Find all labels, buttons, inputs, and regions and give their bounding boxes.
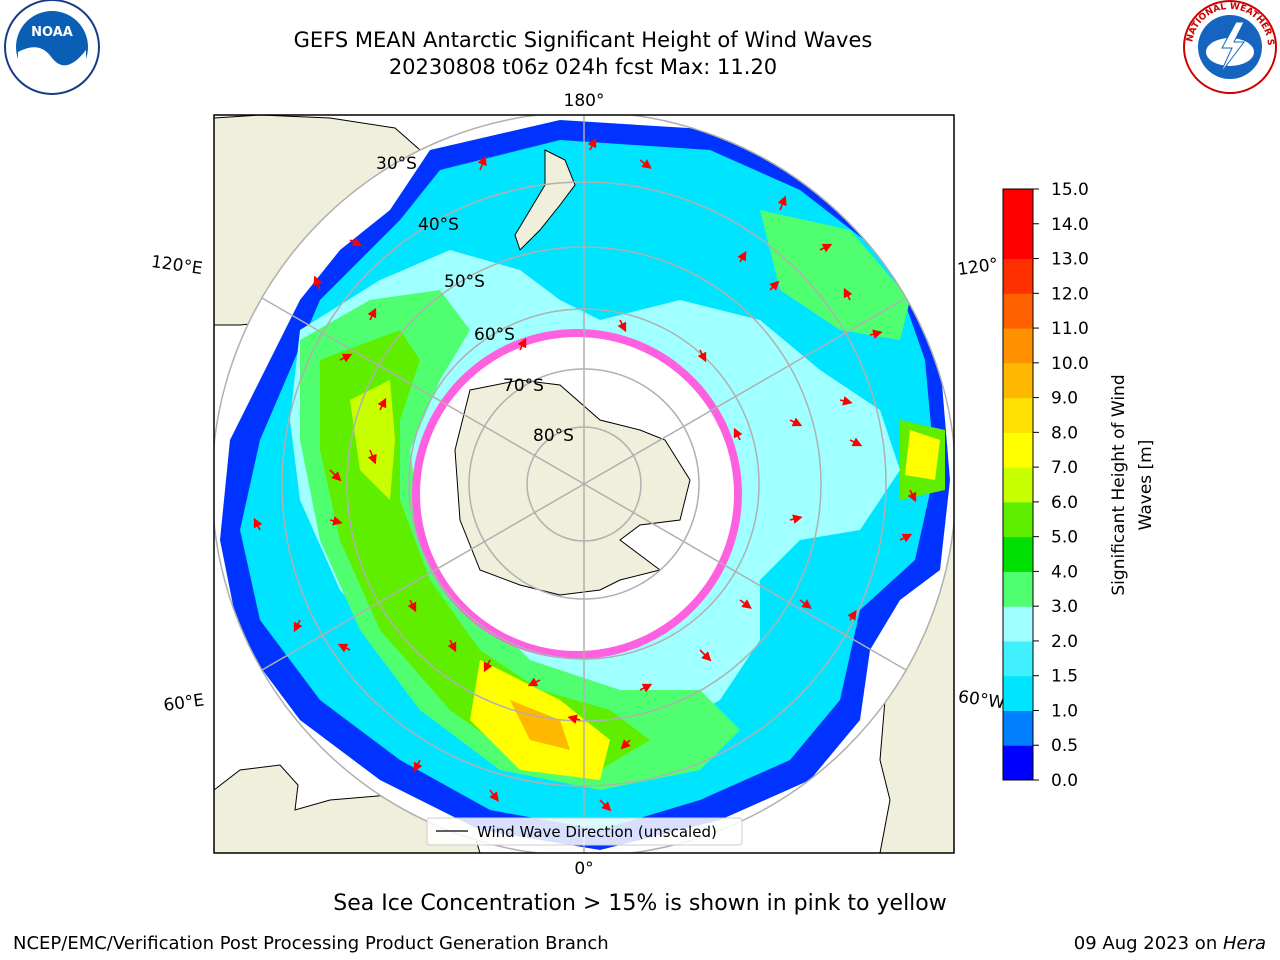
lon-label-60e: 60°E — [162, 690, 205, 715]
chart-title-line2: 20230808 t06z 024h fcst Max: 11.20 — [388, 55, 778, 79]
colorbar-tick-label: 1.0 — [1051, 701, 1078, 721]
colorbar-segment — [1003, 640, 1033, 677]
lat-label-30s: 30°S — [376, 154, 417, 174]
colorbar-segment — [1003, 536, 1033, 572]
colorbar-segment — [1003, 258, 1033, 294]
colorbar-tick-label: 12.0 — [1051, 284, 1089, 304]
nws-logo-text: NATIONAL WEATHER SERVICE — [0, 0, 1275, 46]
date-text: 09 Aug 2023 on Hera — [1074, 933, 1266, 954]
colorbar-segment — [1003, 571, 1033, 607]
map-frame — [213, 114, 955, 854]
lat-label-60s: 60°S — [474, 325, 515, 345]
noaa-logo-text: NOAA — [31, 25, 73, 40]
colorbar-segment — [1003, 293, 1033, 329]
lat-label-70s: 70°S — [503, 376, 544, 396]
lon-label-120e: 120°E — [150, 252, 204, 279]
colorbar-tick-label: 3.0 — [1051, 597, 1078, 617]
colorbar-tick-label: 2.0 — [1051, 632, 1078, 652]
lat-label-80s: 80°S — [533, 426, 574, 446]
colorbar-tick-label: 15.0 — [1051, 180, 1089, 200]
sea-ice-note: Sea Ice Concentration > 15% is shown in … — [333, 891, 947, 916]
legend-label: Wind Wave Direction (unscaled) — [477, 823, 717, 841]
colorbar-tick-label: 11.0 — [1051, 319, 1089, 339]
colorbar-border — [1002, 188, 1034, 781]
noaa-logo: NOAA — [4, 0, 100, 95]
colorbar-segment — [1003, 397, 1033, 433]
map-legend: Wind Wave Direction (unscaled) — [426, 817, 743, 846]
colorbar-tick-label: 0.0 — [1051, 771, 1078, 791]
map-area — [214, 115, 954, 853]
colorbar-tick-label: 9.0 — [1051, 389, 1078, 409]
colorbar-tick-label: 7.0 — [1051, 458, 1078, 478]
colorbar-segment — [1003, 432, 1033, 468]
colorbar-tick-label: 8.0 — [1051, 423, 1078, 443]
chart-title-line1: GEFS MEAN Antarctic Significant Height o… — [293, 28, 873, 52]
colorbar-tick-label: 14.0 — [1051, 215, 1089, 235]
lat-label-50s: 50°S — [444, 272, 485, 292]
colorbar-segment — [1003, 675, 1033, 711]
graticule — [214, 115, 954, 853]
colorbar-label-line1: Significant Height of Wind — [1109, 374, 1129, 595]
date-value: 09 Aug 2023 on — [1073, 933, 1223, 954]
colorbar-tick-label: 1.5 — [1051, 667, 1078, 687]
colorbar-tick-label: 5.0 — [1051, 528, 1078, 548]
lat-label-40s: 40°S — [418, 215, 459, 235]
colorbar-segment — [1003, 328, 1033, 364]
colorbar-tick-label: 13.0 — [1051, 250, 1089, 270]
colorbar-segment — [1003, 189, 1033, 225]
lon-label-120w: 120° — [956, 255, 999, 281]
colorbar-segment — [1003, 745, 1033, 781]
machine-name: Hera — [1222, 933, 1266, 954]
colorbar-segment — [1003, 467, 1033, 503]
colorbar-segment — [1003, 223, 1033, 260]
landmass-new-zealand — [514, 149, 576, 251]
colorbar-label-line2: Waves [m] — [1136, 440, 1156, 531]
colorbar-tick-label: 0.5 — [1051, 736, 1078, 756]
colorbar-segment — [1003, 710, 1033, 746]
colorbar-segment — [1003, 501, 1033, 538]
colorbar — [1002, 188, 1034, 781]
colorbar-tick-label: 4.0 — [1051, 562, 1078, 582]
lon-label-0: 0° — [574, 859, 593, 879]
credit-text: NCEP/EMC/Verification Post Processing Pr… — [13, 933, 609, 954]
nws-logo: NATIONAL WEATHER SERVICE — [0, 0, 1277, 94]
colorbar-tick-label: 10.0 — [1051, 354, 1089, 374]
wave-direction-arrows — [253, 137, 917, 812]
colorbar-segment — [1003, 606, 1033, 642]
colorbar-ticks: 0.0 0.5 1.0 1.5 2.0 3.0 4.0 5.0 6.0 7.0 8.0 9.0 10.0… — [1033, 180, 1089, 791]
lon-label-60w: 60°W — [957, 687, 1006, 713]
landmass-antarctica — [454, 379, 691, 596]
lon-label-180: 180° — [564, 91, 605, 111]
landmass-africa — [214, 764, 481, 853]
colorbar-tick-label: 6.0 — [1051, 493, 1078, 513]
colorbar-segment — [1003, 362, 1033, 399]
